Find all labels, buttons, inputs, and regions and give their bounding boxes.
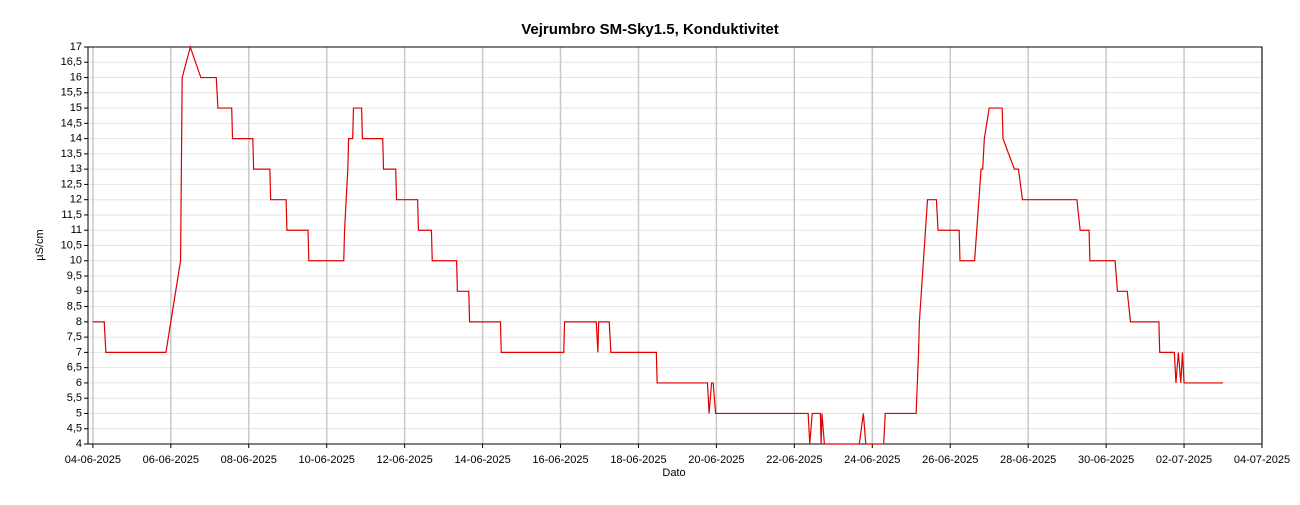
y-tick-label: 12,5 — [61, 178, 82, 190]
x-tick-label: 28-06-2025 — [1000, 454, 1056, 466]
y-tick-label: 17 — [70, 41, 82, 53]
x-tick-label: 30-06-2025 — [1078, 454, 1134, 466]
y-tick-label: 13 — [70, 163, 82, 175]
y-axis-label: µS/cm — [34, 229, 46, 260]
y-tick-label: 4,5 — [67, 423, 82, 435]
y-tick-label: 5 — [76, 407, 82, 419]
x-tick-label: 04-06-2025 — [65, 454, 121, 466]
y-tick-label: 10 — [70, 255, 82, 267]
y-tick-label: 6,5 — [67, 362, 82, 374]
x-tick-label: 22-06-2025 — [766, 454, 822, 466]
chart-title: Vejrumbro SM-Sky1.5, Konduktivitet — [521, 21, 779, 38]
y-tick-label: 11 — [71, 224, 82, 236]
y-tick-label: 13,5 — [61, 148, 82, 160]
x-tick-label: 02-07-2025 — [1156, 454, 1212, 466]
x-tick-label: 08-06-2025 — [221, 454, 277, 466]
y-tick-label: 16 — [70, 71, 82, 83]
y-tick-label: 14 — [70, 133, 82, 145]
y-tick-label: 15,5 — [61, 87, 82, 99]
y-tick-label: 9 — [76, 285, 82, 297]
y-tick-label: 11,5 — [61, 209, 82, 221]
plot-frame — [87, 46, 1263, 445]
y-tick-label: 14,5 — [61, 117, 82, 129]
y-tick-label: 4 — [76, 438, 82, 450]
y-tick-label: 6 — [76, 377, 82, 389]
x-axis-label: Dato — [662, 467, 685, 479]
x-tick-label: 24-06-2025 — [844, 454, 900, 466]
y-tick-label: 12 — [70, 194, 82, 206]
x-tick-label: 16-06-2025 — [532, 454, 588, 466]
y-tick-label: 8 — [76, 316, 82, 328]
x-tick-label: 20-06-2025 — [688, 454, 744, 466]
x-tick-label: 04-07-2025 — [1234, 454, 1290, 466]
y-tick-label: 16,5 — [61, 56, 82, 68]
y-tick-label: 5,5 — [67, 392, 82, 404]
y-tick-label: 10,5 — [61, 239, 82, 251]
y-tick-label: 9,5 — [67, 270, 82, 282]
y-tick-label: 15 — [70, 102, 82, 114]
x-tick-label: 26-06-2025 — [922, 454, 978, 466]
x-tick-label: 12-06-2025 — [376, 454, 432, 466]
y-tick-label: 8,5 — [67, 300, 82, 312]
y-tick-label: 7,5 — [67, 331, 82, 343]
x-tick-label: 14-06-2025 — [454, 454, 510, 466]
x-tick-label: 18-06-2025 — [610, 454, 666, 466]
data-line — [92, 44, 1224, 445]
x-tick-label: 10-06-2025 — [299, 454, 355, 466]
x-tick-label: 06-06-2025 — [143, 454, 199, 466]
y-tick-label: 7 — [76, 346, 82, 358]
